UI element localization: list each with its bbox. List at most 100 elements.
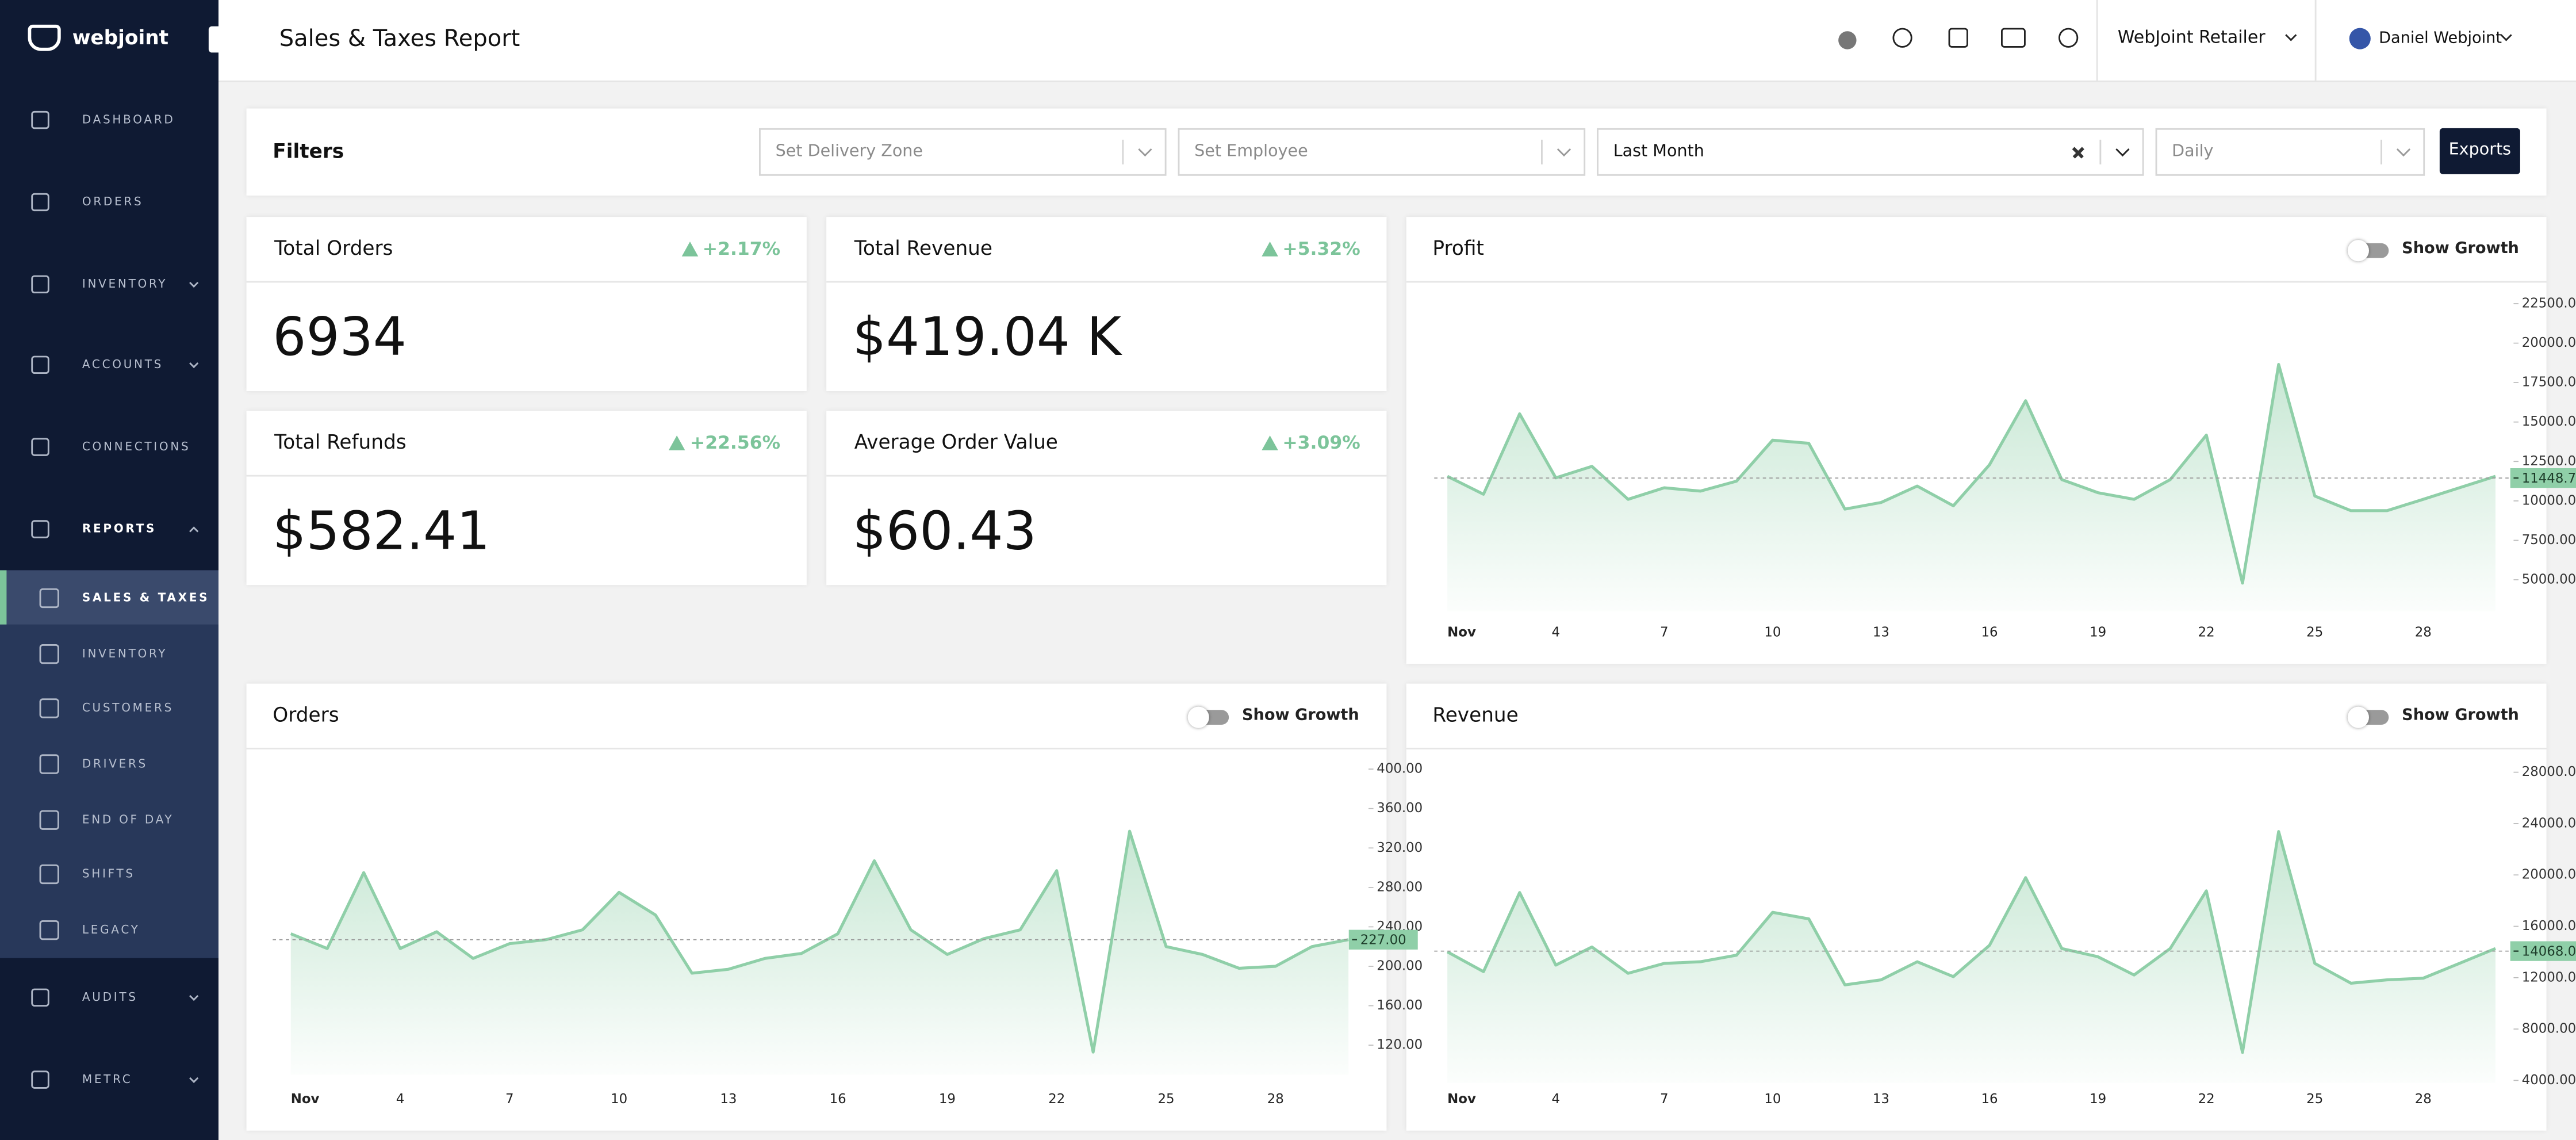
select-chevron	[2115, 143, 2129, 156]
submenu-icon	[40, 754, 59, 774]
submenu-item[interactable]: INVENTORY	[82, 648, 167, 661]
growth-toggle[interactable]	[1190, 710, 1229, 725]
chart-title: Profit	[1432, 236, 1483, 259]
select-chevron	[1557, 143, 1571, 156]
user-avatar	[2349, 28, 2371, 49]
select-separator	[2380, 140, 2382, 165]
select-chevron	[1138, 143, 1152, 156]
sidebar: webjoint DASHBOARD ORDERS INVENTORY ACCOUNT…	[0, 0, 218, 1140]
kpi-value: $419.04 K	[853, 305, 1121, 368]
refresh-icon[interactable]	[2058, 28, 2078, 48]
select-chevron	[2397, 143, 2410, 156]
chart-card: RevenueShow Growth	[1406, 684, 2547, 1131]
growth-value: +5.32%	[1282, 238, 1360, 259]
divider	[2315, 0, 2317, 81]
filter-select[interactable]: Set Employee	[1178, 128, 1586, 176]
menu-icon	[31, 276, 49, 293]
store-chevron	[2285, 29, 2297, 41]
submenu-icon	[40, 810, 59, 830]
user-chevron	[2500, 29, 2512, 41]
toggle-label: Show Growth	[2402, 240, 2519, 258]
menu-icon	[31, 1070, 49, 1088]
submenu-icon	[40, 644, 59, 664]
chart-card: Profit Show Growth	[1406, 217, 2547, 664]
kpi-card: Total Orders+2.17%6934	[247, 217, 807, 391]
card-icon[interactable]	[2001, 28, 2026, 48]
toggle-label: Show Growth	[1242, 707, 1359, 725]
menu-icon	[31, 438, 49, 456]
menu-item[interactable]: INVENTORY	[82, 278, 167, 291]
chart-card: Orders Show Growth	[247, 684, 1387, 1131]
menu-item[interactable]: METRC	[82, 1073, 133, 1087]
menu-item[interactable]: REPORTS	[82, 523, 156, 536]
kpi-title: Average Order Value	[854, 431, 1058, 454]
submenu-icon	[40, 698, 59, 718]
help-icon[interactable]	[1892, 28, 1912, 48]
brand-name: webjoint	[72, 26, 168, 49]
menu-item[interactable]: AUDITS	[82, 991, 138, 1004]
submenu-item[interactable]: SHIFTS	[82, 868, 135, 881]
chart-title: Revenue	[1432, 703, 1518, 726]
kpi-divider	[247, 281, 807, 283]
card-divider	[1406, 748, 2547, 749]
menu-item[interactable]: ORDERS	[82, 196, 144, 209]
select-separator	[2099, 140, 2101, 165]
kpi-divider	[826, 475, 1386, 477]
kpi-divider	[826, 281, 1386, 283]
filter-select[interactable]: Daily	[2156, 128, 2425, 176]
kpi-divider	[247, 475, 807, 477]
menu-chevron	[189, 1074, 198, 1083]
divider	[2096, 0, 2098, 81]
wallet-icon[interactable]	[1949, 28, 1968, 48]
growth-toggle[interactable]	[2349, 710, 2389, 725]
submenu-icon	[40, 864, 59, 884]
menu-icon	[31, 356, 49, 374]
growth-value: +2.17%	[703, 238, 780, 259]
submenu-item[interactable]: END OF DAY	[82, 813, 174, 827]
filter-select[interactable]: Set Delivery Zone	[759, 128, 1167, 176]
kpi-growth: +22.56%	[669, 432, 780, 453]
menu-item[interactable]: CONNECTIONS	[82, 441, 191, 454]
status-dot	[1838, 31, 1856, 49]
kpi-value: $60.43	[853, 500, 1037, 563]
menu-icon	[31, 520, 49, 538]
kpi-value: 6934	[273, 305, 407, 368]
kpi-growth: +3.09%	[1261, 432, 1360, 453]
submenu-icon	[40, 920, 59, 940]
menu-item[interactable]: ACCOUNTS	[82, 358, 163, 372]
menu-chevron	[189, 526, 198, 535]
collapse-handle[interactable]	[209, 26, 218, 53]
kpi-card: Average Order Value +3.09% $60.43	[826, 411, 1386, 585]
growth-arrow	[681, 242, 698, 257]
kpi-title: Total Revenue	[854, 236, 992, 259]
card-divider	[1406, 281, 2547, 283]
submenu-item[interactable]: CUSTOMERS	[82, 702, 174, 715]
select-separator	[1122, 140, 1124, 165]
filter-select[interactable]: Last Month	[1597, 128, 2144, 176]
menu-icon	[31, 193, 49, 211]
menu-icon	[31, 989, 49, 1007]
menu-item[interactable]: DASHBOARD	[82, 113, 175, 127]
chart-title: Orders	[273, 703, 339, 726]
menu-icon	[31, 111, 49, 129]
kpi-value: $582.41	[273, 500, 490, 563]
submenu-item[interactable]: LEGACY	[82, 924, 140, 937]
active-indicator	[0, 570, 6, 624]
submenu-icon	[40, 588, 59, 608]
growth-toggle[interactable]	[2349, 243, 2389, 258]
export-button[interactable]: Exports	[2440, 128, 2520, 174]
page-title: Sales & Taxes Report	[279, 26, 520, 53]
brand-logo	[28, 25, 61, 51]
growth-value: +22.56%	[690, 432, 780, 453]
kpi-growth: +2.17%	[681, 238, 781, 259]
filters-title: Filters	[273, 140, 344, 163]
growth-arrow	[669, 435, 685, 450]
user-menu[interactable]: Daniel Webjoint	[2379, 29, 2502, 47]
store-select[interactable]: WebJoint Retailer	[2118, 28, 2266, 48]
submenu-item[interactable]: DRIVERS	[82, 758, 148, 771]
kpi-card: Total Revenue +5.32% $419.04 K	[826, 217, 1386, 391]
kpi-title: Total Refunds	[274, 431, 407, 454]
submenu-item[interactable]: SALES & TAXES	[82, 592, 209, 605]
header-bar: Sales & Taxes Report WebJoint Retailer D…	[218, 0, 2576, 82]
